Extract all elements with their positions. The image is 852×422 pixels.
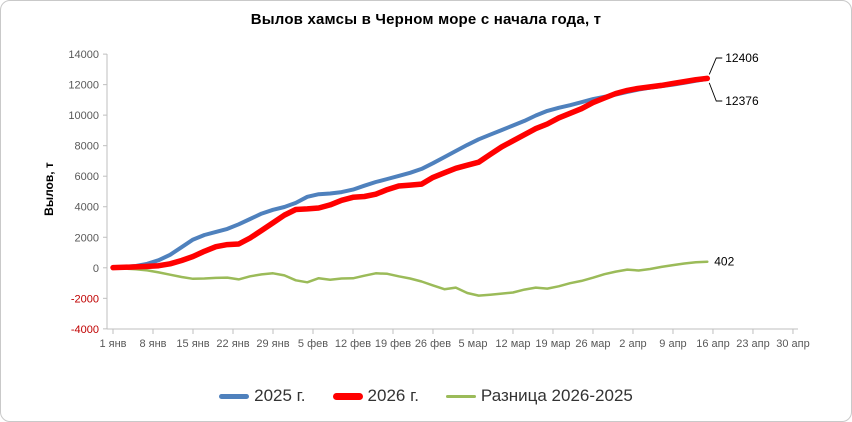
y-tick-label: 4000 — [75, 202, 99, 214]
y-tick-label: -2000 — [71, 293, 99, 305]
legend-swatch-diff — [445, 394, 476, 398]
x-tick-label: 19 фев — [375, 338, 411, 350]
x-tick-label: 26 фев — [415, 338, 451, 350]
x-tick-label: 12 мар — [495, 338, 530, 350]
x-tick-label: 9 апр — [659, 338, 686, 350]
x-tick-label: 5 фев — [298, 338, 328, 350]
x-tick-label: 16 апр — [696, 338, 729, 350]
y-tick-label: 0 — [93, 263, 99, 275]
legend-swatch-2026 — [332, 392, 363, 400]
end-label-2026: 12406 — [725, 51, 759, 65]
legend-label-2025: 2025 г. — [254, 386, 306, 405]
x-tick-label: 26 мар — [575, 338, 610, 350]
y-tick-label: 14000 — [68, 49, 99, 61]
series-line-diff — [111, 260, 709, 297]
y-tick-label: 10000 — [68, 110, 99, 122]
x-tick-label: 15 янв — [176, 338, 209, 350]
x-tick-label: 23 апр — [736, 338, 769, 350]
x-tick-label: 1 янв — [99, 338, 126, 350]
legend-item-2026: 2026 г. — [332, 386, 419, 406]
end-label-2025: 12376 — [725, 94, 759, 108]
x-tick-label: 12 фев — [335, 338, 371, 350]
y-tick-label: 12000 — [68, 80, 99, 92]
legend: 2025 г. 2026 г. Разница 2026-2025 — [1, 386, 851, 406]
x-tick-label: 19 мар — [535, 338, 570, 350]
leader-line-2025 — [708, 82, 723, 102]
x-tick-label: 30 апр — [776, 338, 809, 350]
chart-title: Вылов хамсы в Черном море с начала года,… — [250, 11, 602, 28]
series-line-2026 — [110, 75, 711, 271]
legend-swatch-2025 — [219, 393, 250, 399]
series-line-2025 — [111, 76, 710, 270]
legend-item-2025: 2025 г. — [219, 386, 306, 406]
y-tick-label: 2000 — [75, 232, 99, 244]
leader-line-2026 — [708, 57, 723, 75]
x-tick-label: 29 янв — [256, 338, 289, 350]
end-label-diff: 402 — [714, 255, 734, 269]
legend-label-2026: 2026 г. — [367, 386, 419, 405]
y-tick-label: 6000 — [75, 171, 99, 183]
y-axis-title: Вылов, т — [42, 162, 56, 216]
x-tick-label: 22 янв — [216, 338, 249, 350]
y-tick-label: -4000 — [71, 324, 99, 336]
legend-label-diff: Разница 2026-2025 — [480, 386, 633, 405]
x-tick-label: 5 мар — [458, 338, 487, 350]
y-tick-label: 8000 — [75, 141, 99, 153]
x-tick-label: 8 янв — [139, 338, 166, 350]
legend-item-diff: Разница 2026-2025 — [445, 386, 633, 406]
x-tick-label: 2 апр — [619, 338, 646, 350]
